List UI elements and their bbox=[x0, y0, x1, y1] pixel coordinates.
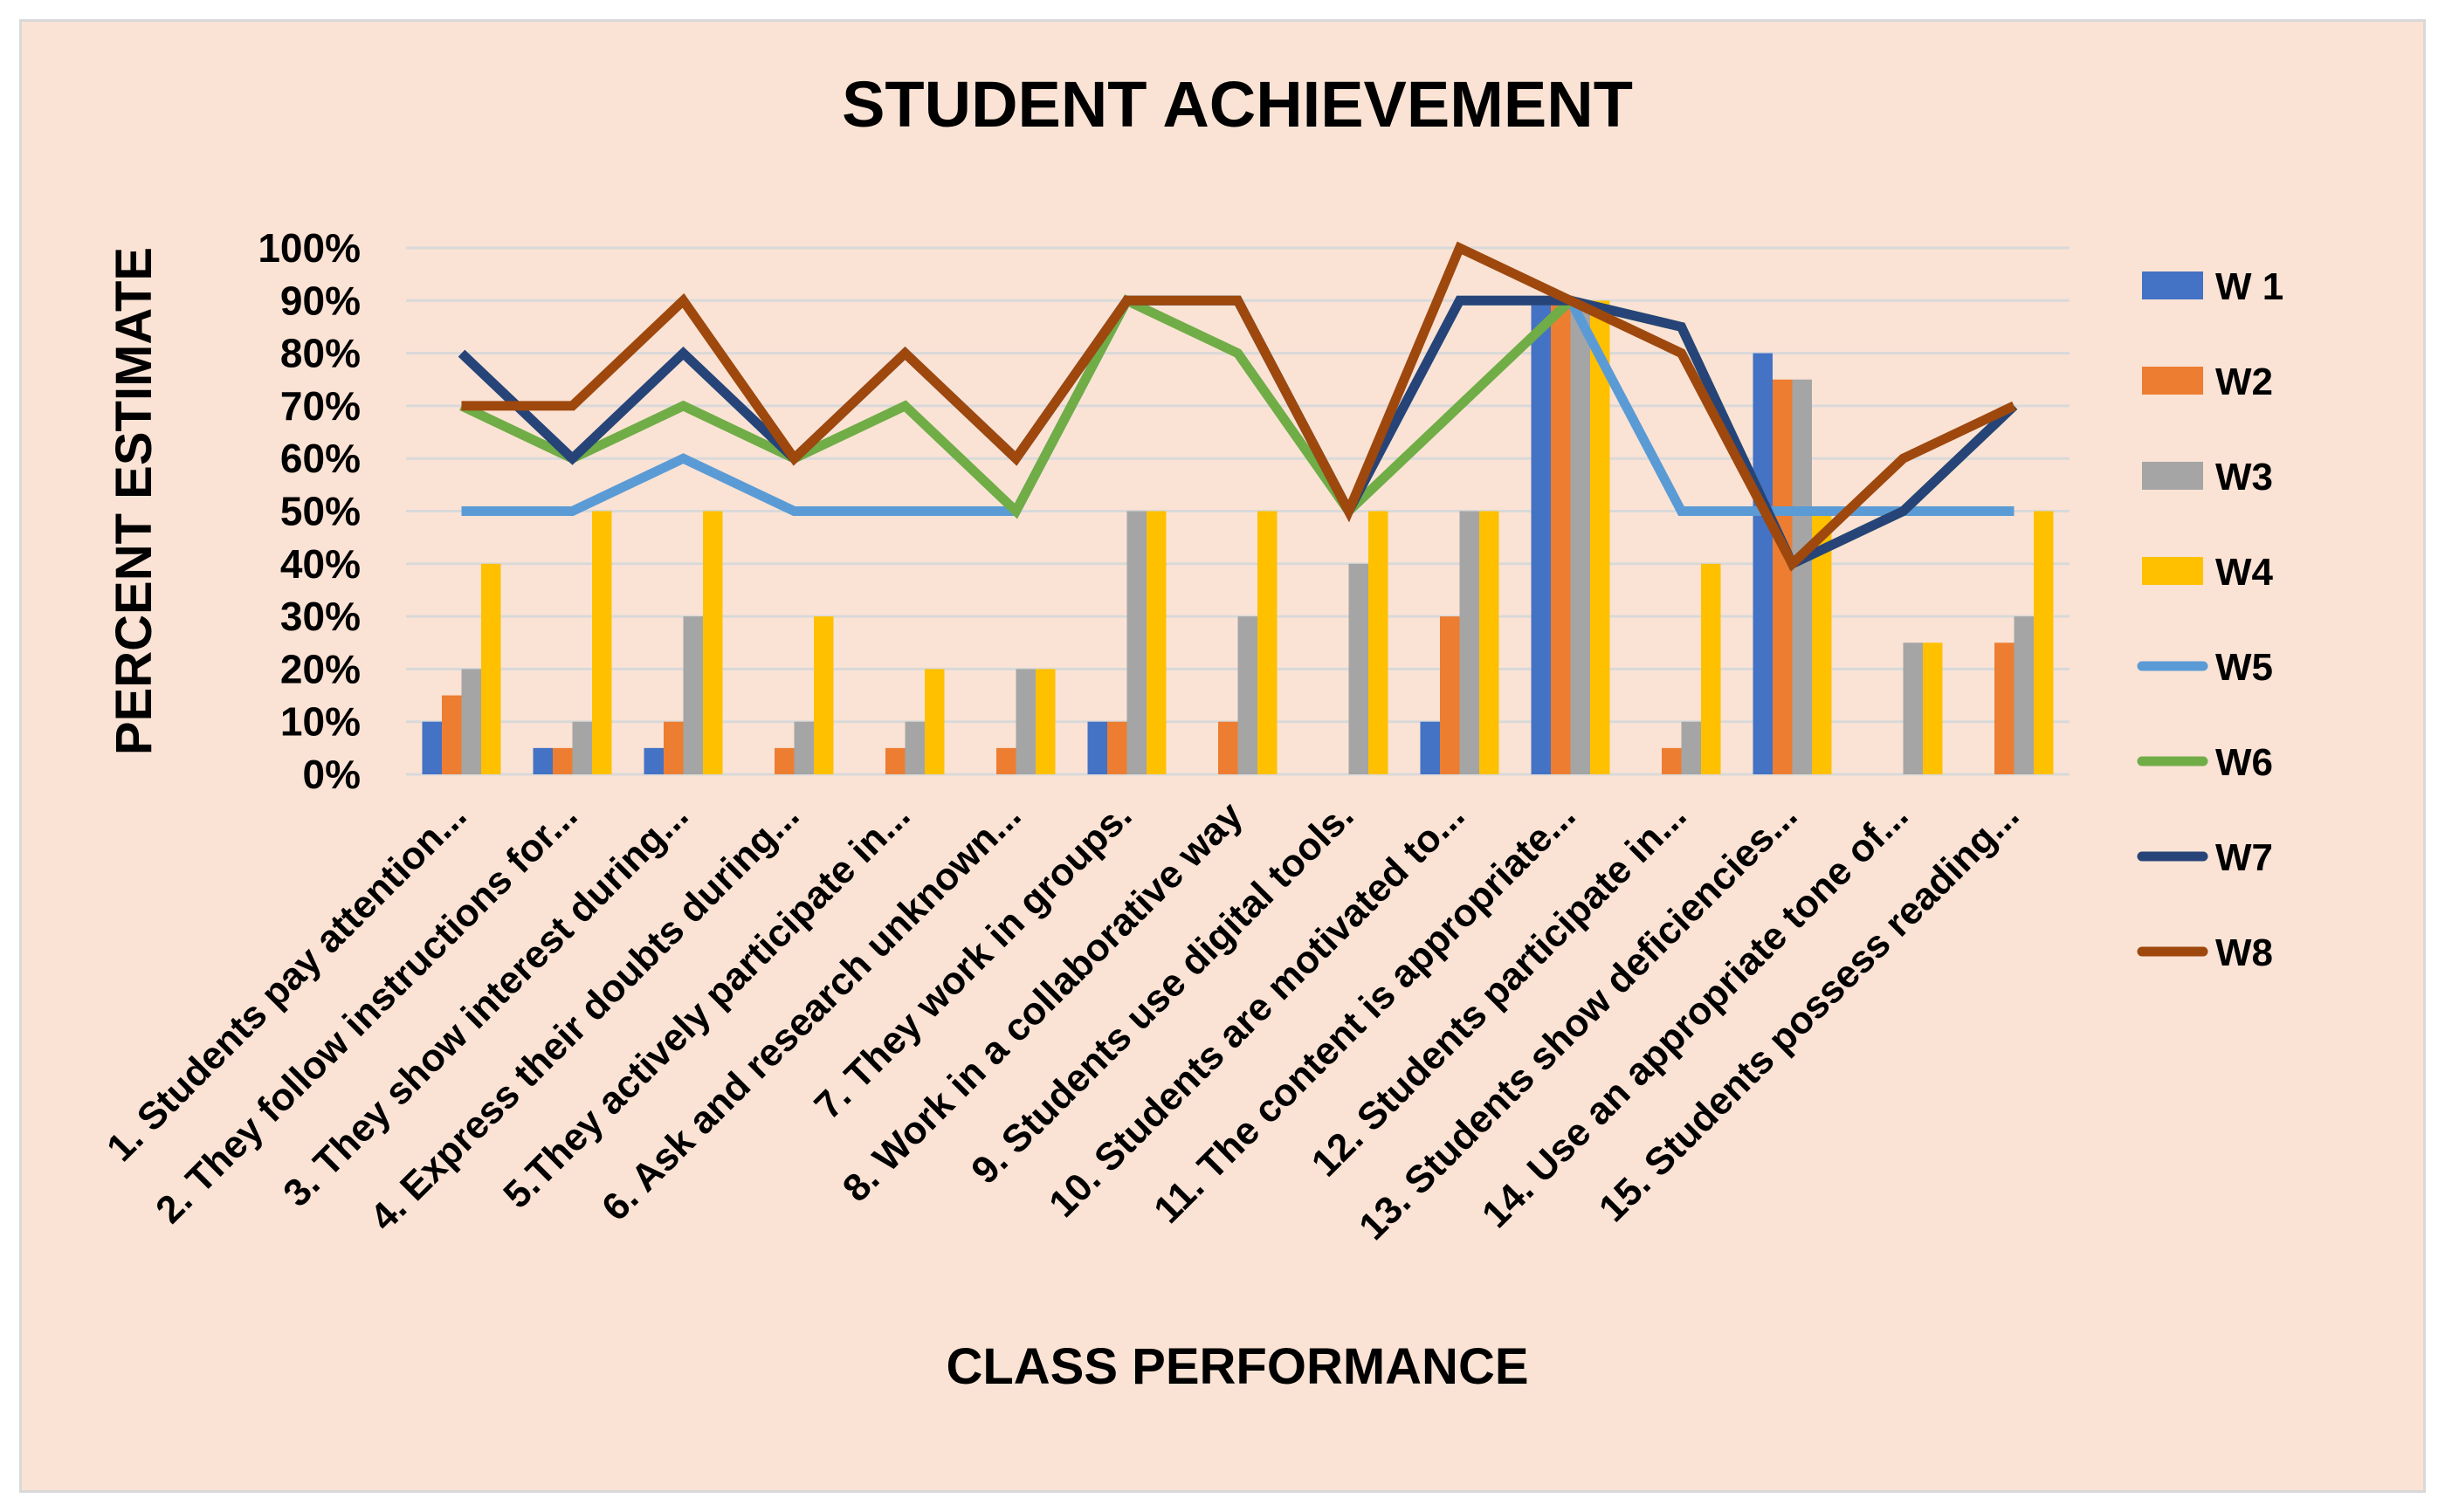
bar-w4 bbox=[1923, 643, 1943, 774]
legend-item: W 1 bbox=[2142, 265, 2283, 308]
bar-w3 bbox=[572, 721, 592, 774]
y-tick-label: 10% bbox=[280, 699, 361, 745]
legend-label: W5 bbox=[2215, 646, 2273, 689]
legend-swatch bbox=[2142, 367, 2203, 395]
x-category-label: 8. Work in a collaborative way bbox=[835, 794, 1251, 1210]
y-tick-label: 50% bbox=[280, 489, 361, 534]
bar-w2 bbox=[1551, 300, 1571, 774]
legend-swatch bbox=[2142, 462, 2203, 490]
legend-label: W6 bbox=[2215, 741, 2273, 784]
legend-label: W2 bbox=[2215, 361, 2273, 403]
bar-w2 bbox=[996, 747, 1016, 774]
bar-w2 bbox=[442, 695, 462, 774]
bar-w1 bbox=[422, 721, 442, 774]
y-tick-label: 90% bbox=[280, 278, 361, 323]
legend-item: W7 bbox=[2137, 836, 2273, 879]
bar-w3 bbox=[1570, 300, 1590, 774]
bar-w1 bbox=[644, 747, 664, 774]
bar-w3 bbox=[1459, 511, 1479, 774]
bar-w4 bbox=[814, 616, 834, 774]
chart-frame: STUDENT ACHIEVEMENT CLASS PERFORMANCE PE… bbox=[19, 19, 2426, 1493]
bar-w2 bbox=[553, 747, 573, 774]
bar-w3 bbox=[1681, 721, 1701, 774]
legend-label: W3 bbox=[2215, 456, 2273, 498]
bar-w4 bbox=[1590, 300, 1610, 774]
bar-w2 bbox=[664, 721, 684, 774]
bar-w1 bbox=[533, 747, 553, 774]
bar-w2 bbox=[775, 747, 795, 774]
x-category-label: 5.They actively participate in... bbox=[495, 794, 918, 1216]
legend-label: W4 bbox=[2215, 551, 2274, 594]
bar-w2 bbox=[1440, 616, 1460, 774]
bar-w3 bbox=[1126, 511, 1147, 774]
bar-w3 bbox=[2014, 616, 2034, 774]
y-tick-label: 40% bbox=[280, 541, 361, 587]
bar-w2 bbox=[885, 747, 906, 774]
legend-label: W 1 bbox=[2215, 265, 2283, 308]
y-tick-label: 100% bbox=[258, 225, 361, 271]
bar-w3 bbox=[1903, 643, 1923, 774]
bar-w4 bbox=[1147, 511, 1167, 774]
legend-item: W5 bbox=[2137, 646, 2273, 689]
legend-swatch bbox=[2142, 557, 2203, 585]
bar-w4 bbox=[925, 669, 945, 774]
bar-w3 bbox=[1792, 379, 1812, 774]
bar-w2 bbox=[1773, 379, 1793, 774]
legend-label: W8 bbox=[2215, 931, 2273, 974]
x-axis-title: CLASS PERFORMANCE bbox=[946, 1338, 1528, 1395]
bar-w4 bbox=[2034, 511, 2054, 774]
bar-w3 bbox=[794, 721, 814, 774]
bar-w1 bbox=[1420, 721, 1440, 774]
bar-w1 bbox=[1531, 300, 1551, 774]
bar-w1 bbox=[1753, 353, 1773, 774]
chart-title: STUDENT ACHIEVEMENT bbox=[842, 68, 1633, 141]
legend-label: W7 bbox=[2215, 836, 2273, 879]
bar-w4 bbox=[592, 511, 612, 774]
bar-w3 bbox=[1237, 616, 1257, 774]
y-tick-label: 60% bbox=[280, 436, 361, 481]
legend-item: W8 bbox=[2137, 931, 2273, 974]
legend-swatch bbox=[2142, 271, 2203, 299]
legend-item: W3 bbox=[2142, 456, 2273, 498]
bar-w2 bbox=[1218, 721, 1238, 774]
y-tick-label: 80% bbox=[280, 331, 361, 376]
bar-w4 bbox=[1479, 511, 1499, 774]
bar-w4 bbox=[1257, 511, 1278, 774]
bar-w3 bbox=[1016, 669, 1036, 774]
bar-w3 bbox=[905, 721, 925, 774]
y-tick-label: 30% bbox=[280, 594, 361, 639]
y-tick-label: 0% bbox=[303, 752, 361, 797]
y-axis-title: PERCENT ESTIMATE bbox=[106, 247, 162, 755]
y-tick-label: 70% bbox=[280, 383, 361, 429]
bar-w2 bbox=[1107, 721, 1127, 774]
bar-w1 bbox=[1087, 721, 1107, 774]
line-w8 bbox=[461, 241, 2016, 572]
legend-item: W2 bbox=[2142, 361, 2273, 403]
bar-w4 bbox=[481, 563, 501, 774]
legend-item: W4 bbox=[2142, 551, 2274, 594]
x-category-label: 3. They show interest during... bbox=[275, 794, 696, 1214]
bar-w2 bbox=[1662, 747, 1682, 774]
bar-w3 bbox=[683, 616, 703, 774]
bar-w2 bbox=[1994, 643, 2015, 774]
bar-w4 bbox=[1036, 669, 1056, 774]
bar-w4 bbox=[1812, 511, 1832, 774]
bar-w4 bbox=[703, 511, 723, 774]
bar-w3 bbox=[1348, 563, 1368, 774]
chart-svg: STUDENT ACHIEVEMENT CLASS PERFORMANCE PE… bbox=[99, 68, 2283, 1395]
y-tick-label: 20% bbox=[280, 646, 361, 691]
bar-w3 bbox=[461, 669, 481, 774]
legend-item: W6 bbox=[2137, 741, 2273, 784]
bar-w4 bbox=[1701, 563, 1721, 774]
bar-w4 bbox=[1368, 511, 1388, 774]
